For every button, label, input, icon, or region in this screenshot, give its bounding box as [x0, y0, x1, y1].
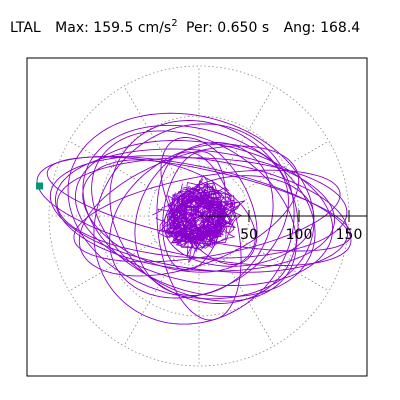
orbit-trace — [36, 112, 352, 325]
radial-axis: 50 100 150 — [199, 210, 367, 243]
x-tick-label: 50 — [240, 227, 258, 243]
polar-spoke — [223, 85, 275, 173]
polar-spoke — [223, 259, 275, 347]
orbit-loop — [93, 123, 295, 325]
max-label: Max: — [55, 20, 89, 36]
max-unit: cm/s — [137, 20, 172, 36]
orbit-core-loop — [187, 200, 220, 236]
orbit-loop — [73, 169, 341, 263]
orbit-core-loop — [166, 207, 212, 237]
ang-label: Ang: — [283, 20, 316, 36]
chart-header: LTAL Max: 159.5 cm/s2 Per: 0.650 s Ang: … — [10, 16, 360, 40]
orbit-loop — [78, 145, 300, 277]
polar-spoke — [68, 240, 156, 292]
per-label: Per: — [186, 20, 213, 36]
ang-value: 168.4 — [320, 20, 361, 36]
plot-frame — [26, 57, 368, 377]
x-tick-label: 150 — [336, 227, 363, 243]
station-code: LTAL — [10, 20, 41, 36]
orbit-core-loop — [165, 188, 222, 244]
polar-spoke — [68, 140, 156, 192]
polar-spoke — [242, 240, 330, 292]
orbit-core-loop — [166, 188, 215, 239]
orbit-loop — [109, 120, 299, 304]
orbit-loop — [56, 157, 348, 259]
x-tick-label: 100 — [286, 227, 313, 243]
orbit-loop — [82, 124, 316, 298]
orbit-core-loop — [168, 191, 213, 226]
orbit-loop — [160, 137, 258, 265]
orbit-core-loop — [170, 206, 210, 243]
orbit-core-loop — [157, 208, 229, 237]
orbit-loop — [46, 156, 352, 252]
max-unit-exponent: 2 — [171, 18, 178, 29]
peak-marker — [36, 182, 43, 190]
orbit-core-loop — [170, 208, 215, 241]
orbit-loop — [49, 155, 349, 273]
max-value: 159.5 — [93, 20, 134, 36]
orbit-core-loop — [187, 196, 228, 238]
orbit-loop — [55, 148, 335, 272]
per-value: 0.650 — [217, 20, 258, 36]
per-unit: s — [261, 20, 270, 36]
orbit-loop — [67, 112, 315, 300]
orbit-loop — [162, 151, 226, 271]
orbit-core-loop — [180, 191, 236, 238]
orbit-loop — [82, 159, 256, 273]
